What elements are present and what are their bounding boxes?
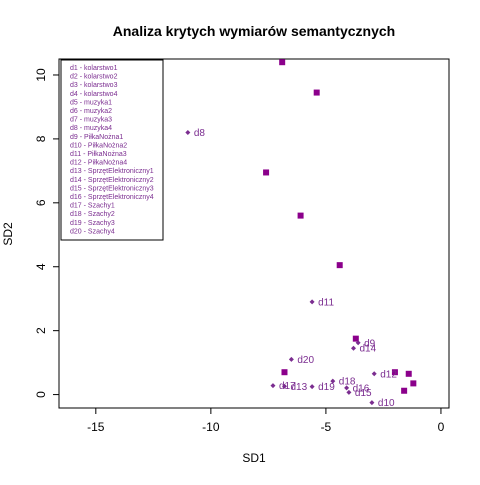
legend-item: d1 - kolarstwo1 bbox=[70, 65, 118, 72]
term-point bbox=[263, 169, 270, 176]
document-label: d18 bbox=[339, 377, 356, 388]
legend-item: d16 - SprzętElektroniczny4 bbox=[70, 194, 154, 201]
term-point bbox=[391, 369, 398, 376]
document-point bbox=[309, 299, 315, 305]
term-point bbox=[405, 370, 412, 377]
y-tick-label: 8 bbox=[34, 135, 48, 142]
term-point bbox=[401, 387, 408, 394]
document-label: d12 bbox=[380, 369, 397, 380]
legend-item: d11 - PiłkaNożna3 bbox=[70, 151, 127, 158]
y-tick-label: 6 bbox=[34, 199, 48, 206]
legend-item: d19 - Szachy3 bbox=[70, 220, 115, 227]
document-label: d15 bbox=[355, 388, 372, 399]
document-point bbox=[185, 130, 191, 136]
document-point bbox=[309, 384, 315, 390]
legend-item: d20 - Szachy4 bbox=[70, 228, 115, 235]
y-tick-label: 10 bbox=[34, 68, 48, 82]
document-label: d19 bbox=[318, 382, 335, 393]
legend-item: d9 - PiłkaNożna1 bbox=[70, 134, 123, 141]
document-point bbox=[355, 340, 361, 346]
legend-item: d12 - PiłkaNożna4 bbox=[70, 160, 127, 167]
term-point bbox=[352, 335, 359, 342]
legend-item: d17 - Szachy1 bbox=[70, 203, 115, 210]
document-label: d8 bbox=[194, 128, 206, 139]
document-point bbox=[344, 385, 350, 391]
plot-frame bbox=[58, 58, 450, 409]
legend-box bbox=[60, 59, 164, 241]
document-point bbox=[288, 356, 294, 362]
legend-item: d5 - muzyka1 bbox=[70, 99, 112, 106]
legend-item: d8 - muzyka4 bbox=[70, 125, 112, 132]
x-tick-label: -15 bbox=[87, 420, 105, 434]
x-axis: -15 -10 -5 0 bbox=[87, 408, 445, 434]
legend-item: d7 - muzyka3 bbox=[70, 117, 112, 124]
term-point bbox=[297, 212, 304, 219]
y-tick-label: 4 bbox=[34, 263, 48, 270]
document-label: d14 bbox=[360, 344, 377, 355]
document-label: d10 bbox=[378, 398, 395, 409]
y-axis: 0 2 4 6 8 10 bbox=[34, 68, 59, 398]
legend-item: d15 - SprzętElektroniczny3 bbox=[70, 185, 154, 192]
term-point bbox=[336, 262, 343, 269]
document-point bbox=[330, 378, 336, 384]
x-tick-label: -10 bbox=[202, 420, 220, 434]
legend-item: d18 - Szachy2 bbox=[70, 211, 115, 218]
legend-item: d13 - SprzętElektroniczny1 bbox=[70, 168, 154, 175]
document-point bbox=[371, 371, 377, 377]
document-point bbox=[351, 345, 357, 351]
document-point bbox=[270, 383, 276, 389]
y-tick-label: 0 bbox=[34, 391, 48, 398]
document-point bbox=[281, 383, 287, 389]
document-label: d17 bbox=[279, 381, 296, 392]
document-label: d13 bbox=[290, 382, 307, 393]
legend-item: d14 - SprzętElektroniczny2 bbox=[70, 177, 154, 184]
document-label: d11 bbox=[318, 297, 334, 308]
document-label: d16 bbox=[353, 383, 370, 394]
legend-item: d10 - PiłkaNożna2 bbox=[70, 142, 127, 149]
term-points bbox=[263, 59, 417, 394]
legend-item: d2 - kolarstwo2 bbox=[70, 74, 118, 81]
y-axis-label: SD2 bbox=[1, 222, 15, 246]
term-point bbox=[410, 380, 417, 387]
legend-item: d3 - kolarstwo3 bbox=[70, 82, 118, 89]
term-point bbox=[279, 59, 286, 66]
document-point bbox=[346, 389, 352, 395]
x-axis-label: SD1 bbox=[242, 451, 266, 465]
term-point bbox=[281, 369, 288, 376]
document-point bbox=[369, 400, 375, 406]
chart-title: Analiza krytych wymiarów semantycznych bbox=[113, 23, 395, 39]
legend-item: d4 - kolarstwo4 bbox=[70, 91, 118, 98]
x-tick-label: 0 bbox=[438, 420, 445, 434]
legend-item: d6 - muzyka2 bbox=[70, 108, 112, 115]
term-point bbox=[313, 89, 320, 96]
document-label: d9 bbox=[364, 338, 376, 349]
x-tick-label: -5 bbox=[321, 420, 332, 434]
y-tick-label: 2 bbox=[34, 327, 48, 334]
document-label: d20 bbox=[297, 355, 314, 366]
